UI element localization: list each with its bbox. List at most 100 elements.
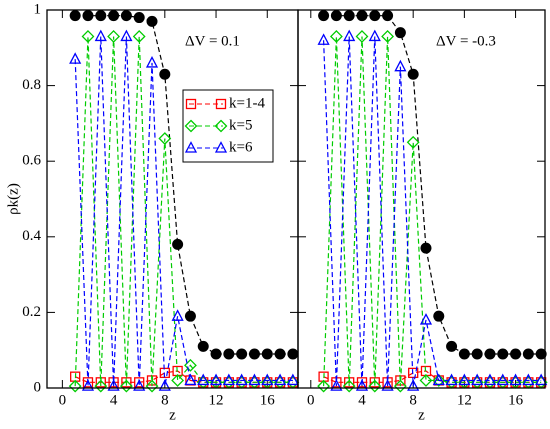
point <box>210 348 222 360</box>
point <box>248 373 261 386</box>
point <box>184 373 197 386</box>
point <box>82 377 94 388</box>
series-line <box>75 15 293 355</box>
point <box>171 309 184 321</box>
point <box>132 30 146 43</box>
point <box>369 377 380 388</box>
point <box>69 52 82 64</box>
point <box>287 348 299 360</box>
point <box>171 374 185 387</box>
point <box>273 373 287 386</box>
point <box>159 68 171 80</box>
x-tick-label: 16 <box>508 392 524 408</box>
point <box>94 379 108 393</box>
point <box>119 379 133 393</box>
point <box>81 379 95 391</box>
point <box>419 313 433 325</box>
point <box>121 377 132 388</box>
y-tick-label: 1 <box>34 1 42 17</box>
x-tick-label: 12 <box>209 392 224 408</box>
point <box>483 373 497 386</box>
x-axis-label: z <box>169 407 176 423</box>
point <box>184 310 196 322</box>
point <box>419 374 433 387</box>
point <box>133 379 146 391</box>
series-line <box>74 36 293 387</box>
point <box>261 348 273 360</box>
point <box>95 10 107 22</box>
point <box>394 27 406 39</box>
point <box>133 12 145 24</box>
point <box>368 379 382 393</box>
x-tick-label: 0 <box>307 392 315 408</box>
point <box>406 135 420 149</box>
point <box>329 30 343 43</box>
series-line <box>322 36 542 387</box>
point <box>261 373 274 386</box>
y-tick-label: 0.2 <box>22 304 41 320</box>
y-tick-label: 0 <box>34 379 42 395</box>
point <box>120 10 132 22</box>
point <box>69 10 81 22</box>
point <box>82 10 94 22</box>
point <box>134 377 145 388</box>
point <box>445 373 458 386</box>
y-tick-label: 0.6 <box>22 153 41 169</box>
point <box>223 348 235 360</box>
point <box>433 310 445 322</box>
point <box>81 30 95 43</box>
legend-marker <box>184 119 198 133</box>
x-tick-label: 16 <box>260 392 276 408</box>
series-line <box>323 15 542 355</box>
point <box>343 29 356 42</box>
point <box>381 30 395 43</box>
point <box>535 373 548 386</box>
legend-marker <box>184 141 198 153</box>
point <box>145 379 159 393</box>
point <box>172 238 184 250</box>
y-axis-label: ρk(z) <box>5 183 21 215</box>
point <box>355 30 369 43</box>
series-line <box>74 36 293 387</box>
point <box>458 348 470 360</box>
point <box>274 348 286 360</box>
point <box>356 377 368 388</box>
point <box>236 348 248 360</box>
point <box>343 10 355 22</box>
point <box>420 242 432 254</box>
point <box>497 348 509 360</box>
legend-marker <box>185 98 197 110</box>
point <box>248 348 260 360</box>
legend-label: k=5 <box>229 117 252 133</box>
y-tick-label: 0.4 <box>22 228 41 244</box>
point <box>432 374 446 387</box>
point <box>222 373 235 386</box>
series-line <box>322 36 542 387</box>
x-tick-label: 12 <box>457 392 472 408</box>
point <box>146 15 158 27</box>
point <box>355 379 369 391</box>
point <box>382 10 394 22</box>
point <box>145 56 159 68</box>
point <box>484 348 496 360</box>
legend-marker <box>215 98 227 110</box>
point <box>356 10 368 22</box>
x-tick-label: 8 <box>409 392 417 408</box>
annotation: ΔV = -0.3 <box>436 33 496 49</box>
point <box>107 379 120 391</box>
point <box>330 379 343 391</box>
point <box>458 373 471 386</box>
point <box>94 29 107 42</box>
legend-label: k=6 <box>229 139 253 155</box>
legend-label: k=1-4 <box>229 95 265 111</box>
point <box>394 59 407 72</box>
point <box>471 373 484 386</box>
plot-frame <box>46 9 299 389</box>
legend-marker <box>214 119 228 133</box>
annotation: ΔV = 0.1 <box>185 33 240 49</box>
point <box>407 379 420 391</box>
x-tick-label: 8 <box>161 392 169 408</box>
point <box>522 348 534 360</box>
point <box>369 10 381 22</box>
